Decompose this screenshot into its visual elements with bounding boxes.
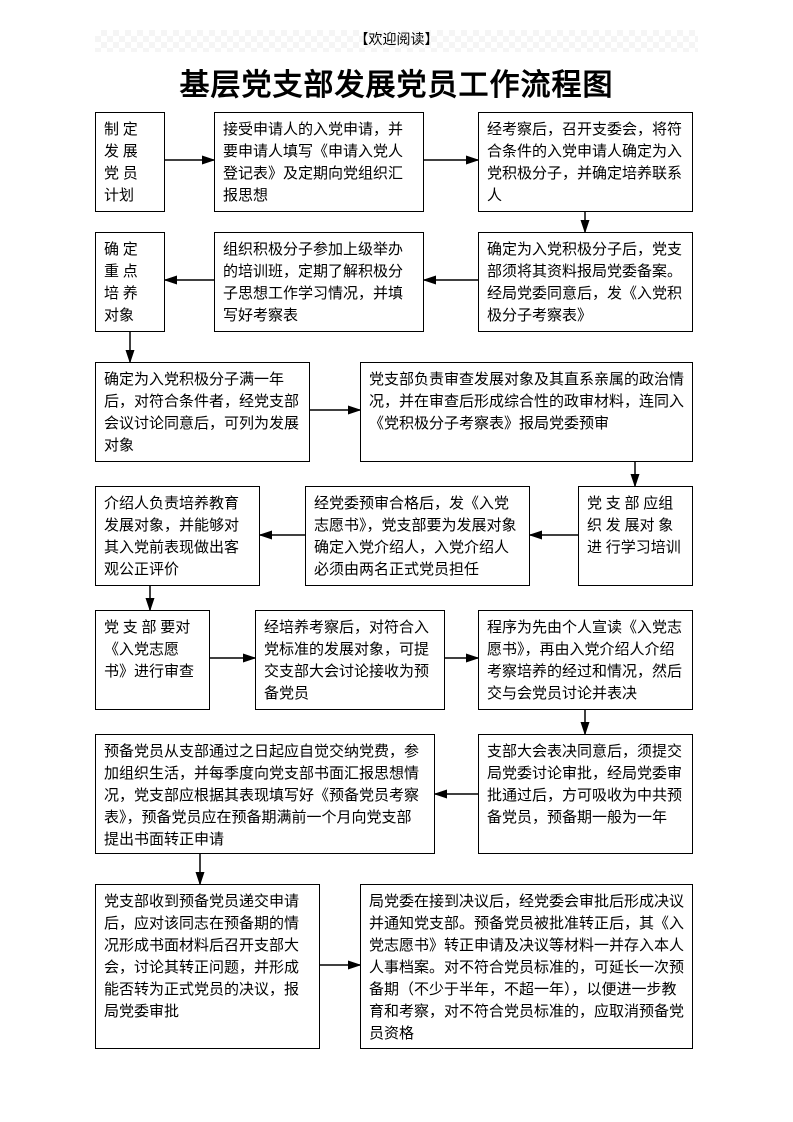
- node-n15: 预备党员从支部通过之日起应自觉交纳党费，参加组织生活，并每季度向党支部书面汇报思…: [95, 734, 435, 854]
- node-n18: 局党委在接到决议后，经党委会审批后形成决议并通知党支部。预备党员被批准转正后，其…: [360, 884, 693, 1049]
- node-n7: 确定为入党积极分子满一年后，对符合条件者，经党支部会议讨论同意后，可列为发展对象: [95, 362, 310, 462]
- node-n16: 支部大会表决同意后，须提交局党委讨论审批，经局党委审批通过后，方可吸收为中共预备…: [478, 734, 693, 854]
- node-n8: 党支部负责审查发展对象及其直系亲属的政治情况，并在审查后形成综合性的政审材料，连…: [360, 362, 693, 462]
- node-n17: 党支部收到预备党员递交申请后，应对该同志在预备期的情况形成书面材料后召开支部大会…: [95, 884, 320, 1049]
- node-n1: 制 定 发 展 党 员 计划: [95, 112, 165, 212]
- page: 【欢迎阅读】 基层党支部发展党员工作流程图 制 定 发 展 党 员 计划接受申请…: [0, 0, 793, 1122]
- node-n4: 确 定 重 点 培 养 对象: [95, 232, 165, 332]
- node-n14: 程序为先由个人宣读《入党志愿书》，再由入党介绍人介绍考察培养的经过和情况，然后交…: [478, 610, 693, 710]
- node-n3: 经考察后，召开支委会，将符合条件的入党申请人确定为入党积极分子，并确定培养联系人: [478, 112, 693, 212]
- node-n10: 经党委预审合格后，发《入党志愿书》，党支部要为发展对象确定入党介绍人，入党介绍人…: [305, 486, 530, 586]
- node-n2: 接受申请人的入党申请，并要申请人填写《申请入党人登记表》及定期向党组织汇报思想: [214, 112, 424, 212]
- node-n5: 组织积极分子参加上级举办的培训班，定期了解积极分子思想工作学习情况，并填写好考察…: [214, 232, 424, 332]
- node-n12: 党 支 部 要对《入党志愿书》进行审查: [95, 610, 210, 710]
- page-title: 基层党支部发展党员工作流程图: [0, 60, 793, 104]
- node-n9: 介绍人负责培养教育发展对象，并能够对其入党前表现做出客观公正评价: [95, 486, 260, 586]
- node-n13: 经培养考察后，对符合入党标准的发展对象，可提交支部大会讨论接收为预备党员: [255, 610, 445, 710]
- node-n6: 确定为入党积极分子后，党支部须将其资料报局党委备案。经局党委同意后，发《入党积极…: [478, 232, 693, 332]
- node-n11: 党 支 部 应组 织 发 展对 象 进 行学习培训: [578, 486, 693, 586]
- header-band: 【欢迎阅读】: [95, 30, 698, 52]
